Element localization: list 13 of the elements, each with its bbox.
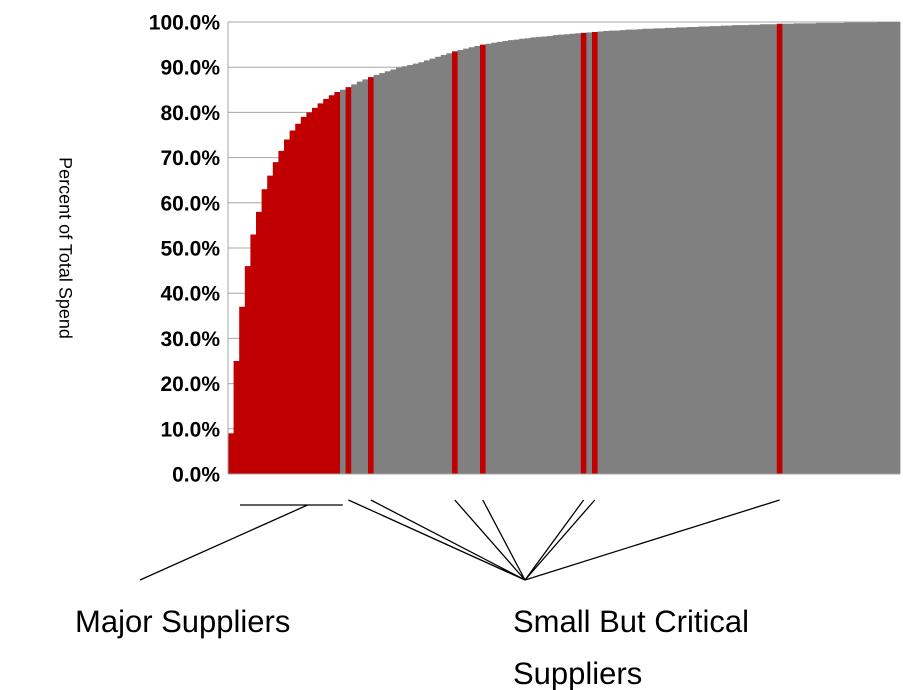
- y-axis-title: Percent of Total Spend: [54, 157, 76, 339]
- y-tick-label: 90.0%: [160, 56, 220, 80]
- y-tick-label: 50.0%: [160, 237, 220, 260]
- y-tick-label: 30.0%: [160, 328, 220, 351]
- y-tick-label: 80.0%: [160, 102, 220, 125]
- y-tick-label: 0.0%: [172, 463, 220, 486]
- y-tick-label: 100.0%: [148, 11, 220, 34]
- y-tick-label: 10.0%: [160, 418, 220, 442]
- y-tick-label: 60.0%: [160, 192, 220, 216]
- y-tick-label: 70.0%: [160, 147, 220, 170]
- y-tick-label: 20.0%: [160, 373, 220, 396]
- y-tick-label: 40.0%: [160, 282, 220, 306]
- text: Major Suppliers: [75, 603, 292, 641]
